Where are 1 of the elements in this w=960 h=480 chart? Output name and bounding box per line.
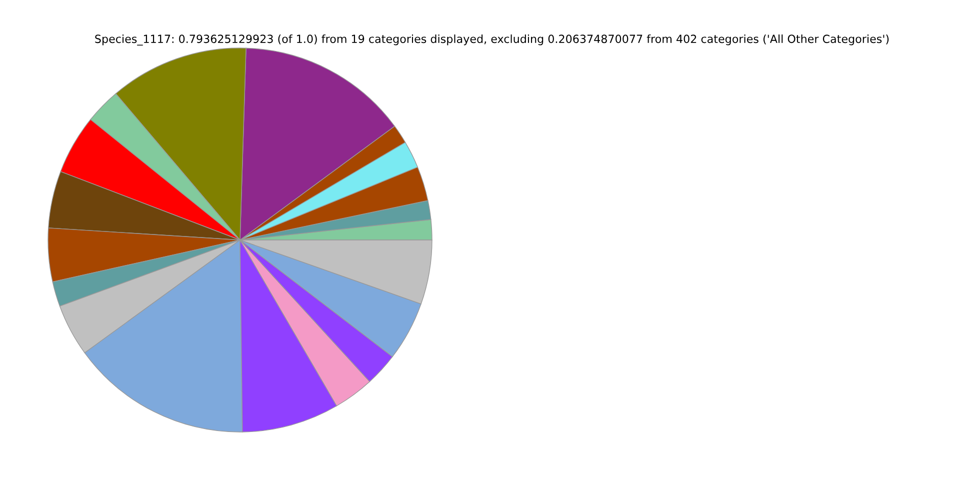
text: Species_1117: 0.793625129923 (of 1.0) from 19 categories displayed, excluding 0.206374870077 from 402 categories ('All Other Categories') [95, 34, 889, 46]
